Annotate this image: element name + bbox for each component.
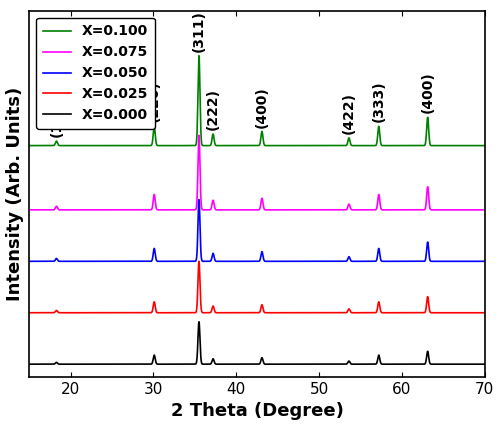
X=0.050 bbox=[296, 259, 302, 264]
Line: X=0.050: X=0.050 bbox=[29, 200, 485, 261]
Text: (400): (400) bbox=[255, 86, 269, 128]
X=0.075 bbox=[364, 207, 370, 213]
X=0.000 bbox=[191, 362, 197, 367]
Text: (333): (333) bbox=[372, 81, 386, 122]
X=0.075 bbox=[191, 207, 197, 213]
X=0.075 bbox=[49, 207, 55, 213]
X=0.050 bbox=[316, 259, 322, 264]
X=0.025 bbox=[482, 310, 488, 315]
X=0.050 bbox=[196, 197, 202, 202]
X=0.025 bbox=[191, 310, 197, 315]
X=0.100 bbox=[191, 143, 197, 148]
X=0.100 bbox=[316, 143, 322, 148]
X=0.075 bbox=[316, 207, 322, 213]
Legend: X=0.100, X=0.075, X=0.050, X=0.025, X=0.000: X=0.100, X=0.075, X=0.050, X=0.025, X=0.… bbox=[36, 17, 155, 129]
X=0.000 bbox=[296, 362, 302, 367]
X=0.050 bbox=[191, 259, 197, 264]
X=0.000 bbox=[316, 362, 322, 367]
X=0.025 bbox=[364, 310, 370, 315]
X=0.100 bbox=[388, 143, 394, 148]
X=0.100 bbox=[49, 143, 55, 148]
Text: (111): (111) bbox=[50, 95, 64, 137]
Text: (222): (222) bbox=[206, 88, 220, 130]
X=0.025 bbox=[196, 259, 202, 264]
X=0.050 bbox=[364, 259, 370, 264]
X=0.075 bbox=[296, 207, 302, 213]
X=0.050 bbox=[49, 259, 55, 264]
X=0.025 bbox=[49, 310, 55, 315]
X=0.025 bbox=[296, 310, 302, 315]
X=0.025 bbox=[316, 310, 322, 315]
X=0.050 bbox=[26, 259, 32, 264]
Line: X=0.025: X=0.025 bbox=[29, 261, 485, 313]
X=0.000 bbox=[26, 362, 32, 367]
X=0.100 bbox=[26, 143, 32, 148]
X=0.000 bbox=[364, 362, 370, 367]
X=0.075 bbox=[388, 207, 394, 213]
Text: (311): (311) bbox=[192, 10, 206, 52]
X=0.050 bbox=[388, 259, 394, 264]
X=0.075 bbox=[482, 207, 488, 213]
X=0.100 bbox=[364, 143, 370, 148]
X=0.000 bbox=[388, 362, 394, 367]
X=0.025 bbox=[388, 310, 394, 315]
X=0.025 bbox=[26, 310, 32, 315]
X=0.100 bbox=[296, 143, 302, 148]
Text: (220): (220) bbox=[147, 81, 161, 122]
X=0.100 bbox=[482, 143, 488, 148]
Text: (422): (422) bbox=[342, 92, 356, 134]
Line: X=0.000: X=0.000 bbox=[29, 322, 485, 364]
Line: X=0.075: X=0.075 bbox=[29, 135, 485, 210]
X=0.000 bbox=[49, 362, 55, 367]
Text: (400): (400) bbox=[420, 72, 434, 113]
X=0.075 bbox=[26, 207, 32, 213]
Y-axis label: Intensity (Arb. Units): Intensity (Arb. Units) bbox=[6, 86, 24, 301]
Line: X=0.100: X=0.100 bbox=[29, 56, 485, 146]
X=0.100 bbox=[196, 53, 202, 58]
X-axis label: 2 Theta (Degree): 2 Theta (Degree) bbox=[170, 403, 344, 420]
X=0.000 bbox=[482, 362, 488, 367]
X=0.075 bbox=[196, 133, 202, 138]
X=0.000 bbox=[196, 319, 202, 324]
X=0.050 bbox=[482, 259, 488, 264]
